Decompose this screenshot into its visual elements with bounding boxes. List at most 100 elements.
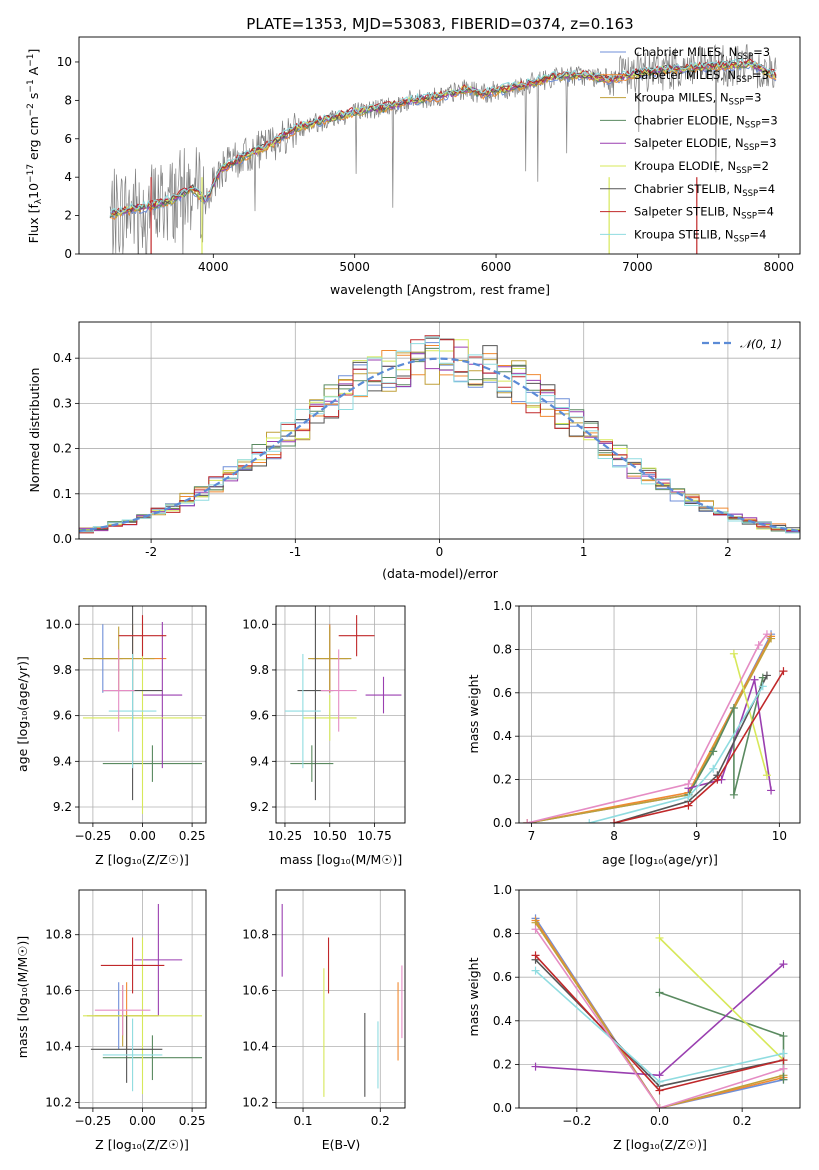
spectrum-ylabel-part-9: −1	[26, 54, 36, 67]
legend-name-3: Chabrier ELODIE, N	[634, 113, 745, 127]
mwage-series-5	[733, 653, 768, 776]
agez-plot-area	[82, 606, 203, 814]
mwage-series-6	[613, 675, 768, 823]
legend-nssp-6: =4	[758, 182, 775, 196]
mwz-series-0	[534, 917, 784, 1108]
residual-xtick-label-2: 0	[436, 545, 444, 559]
mwz-series-1	[534, 920, 784, 1108]
age_vs_mass-ytick-label-3: 9.8	[250, 663, 269, 677]
legend-name-8: Kroupa STELIB, N	[634, 227, 734, 241]
legend-nssp-5: =2	[752, 159, 769, 173]
legend-sub-1: SSP	[736, 75, 752, 85]
spectrum-xtick-label-1: 5000	[339, 260, 370, 274]
mw_vs_Z-ytick-label-0: 0.0	[493, 1101, 512, 1115]
mwz-marker-3-0	[655, 988, 664, 997]
massz-frame	[78, 889, 207, 1109]
residual-ytick-label-0: 0.0	[53, 532, 72, 546]
mwz-marker-3-2	[779, 1075, 788, 1084]
age_vs_mass-ytick-label-4: 10.0	[242, 617, 269, 631]
massz-plot-area	[82, 903, 203, 1095]
mass_vs_Z-xtick-label-2: 0.25	[179, 1114, 206, 1128]
agez-xlabel: Z [log₁₀(Z/Z☉)]	[95, 852, 189, 867]
mwage-marker-3-3	[729, 790, 738, 799]
legend-label-3: Chabrier ELODIE, NSSP=3	[634, 113, 778, 130]
mwz-marker-9-2	[779, 1064, 788, 1073]
mwz-plot-area	[531, 914, 788, 1108]
mwage-marker-9-0	[523, 819, 532, 823]
mwage-marker-7-1	[684, 801, 693, 810]
residual-xtick-label-3: 1	[580, 545, 588, 559]
legend-nssp-8: =4	[749, 227, 766, 241]
legend-nssp-7: =4	[757, 205, 774, 219]
mwz-marker-9-1	[655, 1104, 664, 1108]
mwage-marker-9-3	[762, 630, 771, 639]
mass_vs_Z-ytick-label-1: 10.4	[45, 1040, 72, 1054]
mwage-marker-3-1	[709, 747, 718, 756]
legend-label-6: Chabrier STELIB, NSSP=4	[634, 182, 775, 199]
legend-sub-4: SSP	[744, 143, 760, 153]
mass_vs_ebv-ytick-label-2: 10.6	[242, 984, 269, 998]
age_vs_mass-axes: 10.25 10.50 10.75 9.2 9.4 9.6 9.8 10.0	[242, 606, 405, 843]
spectrum-ytick-label-1: 2	[64, 209, 72, 223]
legend-sub-5: SSP	[736, 166, 752, 176]
mass_vs_ebv-xtick-label-1: 0.2	[371, 1114, 390, 1128]
mwage-ylabel: mass weight	[466, 674, 481, 753]
normal-curve	[79, 357, 800, 533]
mw_vs_Z-axes: −0.2 0.0 0.2 0.0 0.2 0.4 0.6 0.8 1.0	[493, 883, 800, 1128]
mw_vs_Z-xtick-label-0: −0.2	[562, 1114, 591, 1128]
residual-xtick-label-1: -1	[289, 545, 301, 559]
age_vs_Z-axes: −0.25 0.00 0.25 9.2 9.4 9.6 9.8 10.0	[45, 606, 206, 843]
mw_vs_Z-ytick-label-2: 0.4	[493, 1014, 512, 1028]
mw_vs_Z-ytick-label-5: 1.0	[493, 883, 512, 897]
mwz-marker-3-1	[779, 1032, 788, 1041]
mass_vs_Z-ytick-label-2: 10.6	[45, 984, 72, 998]
age_vs_Z-xtick-label-1: 0.00	[129, 829, 156, 843]
mass_vs_Z-xtick-label-0: −0.25	[75, 1114, 112, 1128]
agez-ylabel: age [log₁₀(age/yr)]	[15, 656, 30, 772]
mw_vs_age-ytick-label-3: 0.6	[493, 686, 512, 700]
mwz-marker-8-2	[779, 1049, 788, 1058]
mwage-plot-area	[523, 630, 788, 823]
mwage-xlabel: age [log₁₀(age/yr)]	[602, 852, 718, 867]
mwage-series-7	[613, 670, 785, 823]
mwage-marker-5-1	[762, 771, 771, 780]
legend-sub-7: SSP	[741, 212, 757, 222]
age_vs_mass-ytick-label-1: 9.4	[250, 754, 269, 768]
residual-xlabel: (data-model)/error	[382, 566, 499, 581]
mwage-marker-6-3	[762, 671, 771, 680]
mass_vs_Z-axes: −0.25 0.00 0.25 10.2 10.4 10.6 10.8	[45, 890, 206, 1128]
agemass-plot-area	[284, 606, 402, 801]
spectrum-ylabel-part-5: −2	[26, 103, 36, 116]
mwage-marker-7-3	[779, 667, 788, 676]
mw_vs_age-xtick-label-2: 9	[693, 829, 701, 843]
mwage-frame	[518, 605, 801, 824]
mwz-frame	[518, 889, 801, 1109]
mwage-marker-7-0	[610, 819, 619, 823]
mw_vs_Z-ytick-label-4: 0.8	[493, 927, 512, 941]
legend-name-2: Kroupa MILES, N	[634, 91, 729, 105]
mwz-series-3	[659, 991, 785, 1080]
spectrum-frame	[78, 36, 801, 255]
mass_vs_ebv-ytick-label-1: 10.4	[242, 1040, 269, 1054]
residual-xtick-label-4: 2	[724, 545, 732, 559]
legend-sub-3: SSP	[745, 120, 761, 130]
legend-name-1: Salpeter MILES, N	[634, 68, 736, 82]
age_vs_mass-xtick-label-2: 10.75	[357, 829, 391, 843]
mass_vs_Z-xtick-label-1: 0.00	[129, 1114, 156, 1128]
mw_vs_Z-ytick-label-1: 0.2	[493, 1057, 512, 1071]
mwz-marker-5-0	[655, 933, 664, 942]
residual-xtick-label-0: -2	[145, 545, 157, 559]
mwz-series-2	[534, 922, 784, 1108]
mwage-marker-4-3	[767, 786, 776, 795]
spectrum-ytick-label-2: 4	[64, 170, 72, 184]
mw_vs_age-ytick-label-0: 0.0	[493, 816, 512, 830]
age_vs_Z-xtick-label-0: −0.25	[75, 829, 112, 843]
legend-name-5: Kroupa ELODIE, N	[634, 159, 736, 173]
mwage-marker-8-1	[684, 792, 693, 801]
mw_vs_age-xtick-label-1: 8	[610, 829, 618, 843]
mw_vs_age-ytick-label-5: 1.0	[493, 599, 512, 613]
mwage-marker-4-2	[750, 675, 759, 684]
mwz-xlabel: Z [log₁₀(Z/Z☉)]	[613, 1137, 707, 1152]
residual-ylabel: Normed distribution	[27, 368, 42, 493]
